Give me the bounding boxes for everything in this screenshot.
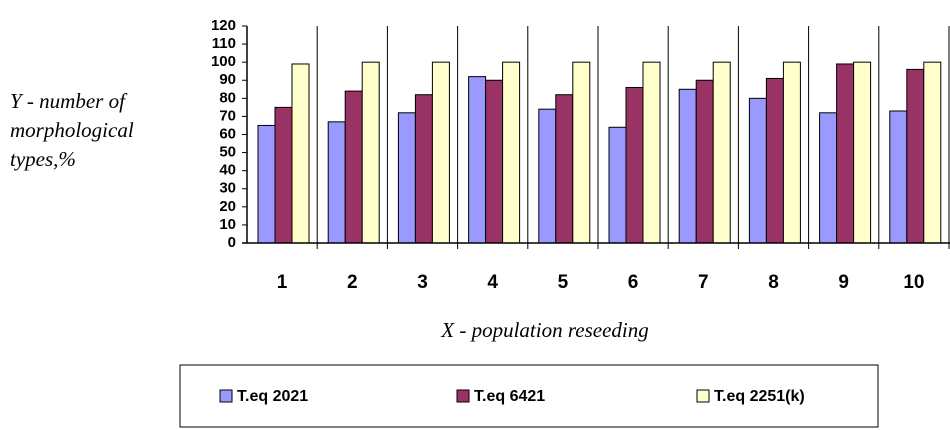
y-tick-label: 30	[219, 180, 236, 197]
legend-label: T.eq 6421	[474, 388, 545, 405]
y-tick-label: 0	[228, 234, 236, 251]
bar	[397, 112, 416, 244]
y-tick-label: 80	[219, 89, 236, 106]
bar	[257, 124, 276, 244]
bar	[485, 79, 504, 244]
bar	[291, 63, 310, 244]
y-axis-label: Y - number of	[10, 89, 128, 113]
bar	[748, 97, 767, 244]
bar	[555, 94, 574, 244]
legend-swatch	[456, 389, 470, 403]
x-tick-label: 6	[628, 272, 639, 293]
y-tick-label: 10	[219, 216, 236, 233]
x-axis-label: X - population reseeding	[440, 318, 648, 342]
legend-label: T.eq 2251(k)	[714, 388, 805, 405]
y-tick-label: 100	[211, 53, 236, 70]
bar	[853, 61, 872, 244]
legend-swatch	[219, 389, 233, 403]
bar	[608, 126, 627, 244]
bar	[642, 61, 661, 244]
bar	[782, 61, 801, 244]
x-tick-label: 7	[698, 272, 709, 293]
legend-swatch	[696, 389, 710, 403]
bar	[414, 94, 433, 244]
y-axis-label: morphological	[10, 118, 134, 142]
bar	[889, 110, 908, 244]
x-tick-label: 2	[347, 272, 358, 293]
legend-label: T.eq 2021	[237, 388, 308, 405]
bar	[431, 61, 450, 244]
y-tick-label: 90	[219, 71, 236, 88]
y-tick-label: 40	[219, 162, 236, 179]
y-tick-label: 50	[219, 144, 236, 161]
bar	[327, 121, 346, 244]
bar	[361, 61, 380, 244]
bar	[765, 77, 784, 244]
bar	[695, 79, 714, 244]
bar	[538, 108, 557, 244]
x-tick-label: 4	[487, 272, 498, 293]
bar	[572, 61, 591, 244]
bar	[274, 106, 293, 244]
x-tick-label: 8	[768, 272, 779, 293]
x-tick-label: 10	[903, 272, 924, 293]
y-tick-label: 70	[219, 107, 236, 124]
bar	[625, 86, 644, 244]
bar	[678, 88, 697, 244]
x-tick-label: 9	[838, 272, 849, 293]
x-tick-label: 5	[558, 272, 569, 293]
y-tick-label: 20	[219, 198, 236, 215]
bar	[344, 90, 363, 244]
bar	[819, 112, 838, 244]
x-tick-label: 3	[417, 272, 428, 293]
bar	[923, 61, 942, 244]
bar	[712, 61, 731, 244]
bar	[906, 68, 925, 244]
bar	[836, 63, 855, 244]
bar	[468, 76, 487, 244]
y-axis-label: types,%	[10, 147, 76, 171]
bar	[502, 61, 521, 244]
y-tick-label: 60	[219, 125, 236, 142]
legend-box	[179, 364, 879, 428]
y-tick-label: 120	[211, 17, 236, 34]
y-tick-label: 110	[212, 35, 236, 52]
x-tick-label: 1	[277, 272, 288, 293]
